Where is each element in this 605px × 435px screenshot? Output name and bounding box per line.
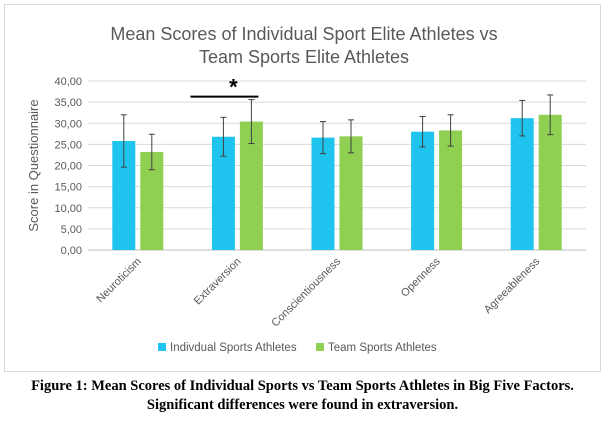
error-bar: [320, 121, 326, 155]
error-bar: [348, 119, 354, 154]
bars: [112, 114, 562, 251]
y-tick-label: 35,00: [54, 97, 82, 109]
caption-line-2: Significant differences were found in ex…: [146, 397, 459, 413]
error-bar: [447, 114, 454, 147]
bar-individual-agreeableness: [510, 118, 534, 251]
legend-label: Team Sports Athletes: [328, 342, 437, 354]
y-tick-label: 25,00: [54, 139, 82, 151]
error-bar: [148, 133, 155, 171]
x-tick-labels: Neuroticism Extraversion Conscientiousness…: [94, 255, 542, 329]
figure-caption: Figure 1: Mean Scores of Individual Spor…: [0, 377, 605, 415]
legend-swatch: [316, 343, 324, 351]
legend-item-individual: Indivdual Sports Athletes: [158, 342, 297, 354]
y-tick-label: 10,00: [54, 203, 82, 215]
bar-individual-neuroticism: [112, 140, 136, 250]
y-tick-label: 40,00: [54, 76, 82, 88]
legend-swatch: [158, 343, 166, 351]
bar-team-extraversion: [239, 121, 263, 250]
error-bar: [519, 99, 526, 137]
legend: Indivdual Sports Athletes Team Sports Ath…: [158, 342, 437, 354]
error-bars: [120, 94, 554, 171]
chart-title-line: Mean Scores of Individual Sport Elite At…: [110, 24, 497, 44]
error-bar: [120, 114, 127, 168]
y-tick-label: 20,00: [54, 161, 82, 173]
legend-label: Indivdual Sports Athletes: [170, 342, 297, 354]
y-tick-label: 15,00: [54, 182, 82, 194]
y-tick-label: 0,00: [61, 245, 82, 257]
bar-chart: 0,00 5,00 10,00 15,00 20,00 25,00 30,00 35,00 40…: [26, 24, 586, 354]
chart-title: Mean Scores of Individual Sport Elite At…: [110, 24, 497, 67]
x-tick-label: Conscientiousness: [269, 255, 343, 329]
x-tick-label: Openness: [399, 255, 443, 299]
y-tick-labels: 0,00 5,00 10,00 15,00 20,00 25,00 30,00 35,00 40…: [54, 76, 82, 257]
y-tick-label: 5,00: [61, 224, 82, 236]
bar-team-conscientiousness: [339, 136, 363, 250]
bar-team-openness: [439, 130, 463, 250]
error-bar: [248, 99, 255, 145]
x-tick-label: Neuroticism: [94, 256, 144, 306]
bar-team-agreeableness: [538, 114, 562, 250]
caption-line-1: Figure 1: Mean Scores of Individual Spor…: [31, 378, 574, 394]
chart-title-line: Team Sports Elite Athletes: [199, 47, 409, 67]
legend-item-team: Team Sports Athletes: [316, 342, 437, 354]
error-bar: [220, 116, 227, 157]
gridlines: [88, 80, 586, 251]
bar-individual-conscientiousness: [311, 137, 335, 250]
bar-team-neuroticism: [140, 151, 164, 250]
y-tick-label: 30,00: [54, 118, 82, 130]
error-bar: [419, 115, 426, 148]
bar-individual-extraversion: [211, 136, 235, 250]
error-bar: [547, 94, 554, 136]
significance-annotation: *: [190, 75, 259, 100]
significance-star: *: [229, 75, 238, 100]
x-tick-label: Extraversion: [192, 256, 244, 308]
y-axis-label: Score in Questionnaire: [26, 99, 41, 231]
x-tick-label: Agreeableness: [482, 255, 543, 316]
bar-individual-openness: [411, 131, 435, 250]
chart-frame: [4, 4, 601, 372]
